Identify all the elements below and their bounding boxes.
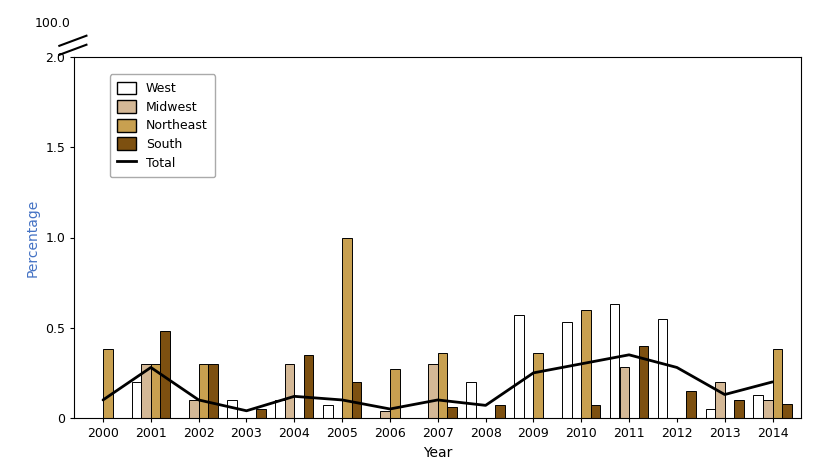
Text: 100.0: 100.0 (35, 17, 71, 30)
Bar (103, 350, 112, 418)
Bar (610, 304, 620, 418)
Bar (428, 364, 438, 418)
Bar (563, 323, 572, 418)
Bar (715, 382, 724, 418)
Bar (638, 346, 648, 418)
Bar (753, 395, 763, 418)
Bar (534, 353, 543, 418)
Bar (131, 382, 141, 418)
Bar (772, 350, 782, 418)
Bar (160, 332, 170, 418)
Bar (285, 364, 294, 418)
Bar (686, 391, 696, 418)
Bar (189, 400, 199, 418)
Bar (342, 238, 352, 418)
Bar (438, 353, 448, 418)
Bar (323, 405, 333, 418)
Bar (304, 355, 313, 418)
Bar (782, 404, 791, 418)
Bar (227, 400, 237, 418)
Bar (448, 407, 457, 418)
Bar (495, 405, 505, 418)
Bar (256, 409, 266, 418)
Y-axis label: Percentage: Percentage (26, 199, 40, 276)
Bar (390, 369, 400, 418)
X-axis label: Year: Year (423, 446, 453, 460)
Legend: West, Midwest, Northeast, South, Total: West, Midwest, Northeast, South, Total (110, 74, 215, 177)
Bar (381, 411, 390, 418)
Bar (763, 400, 772, 418)
Bar (705, 409, 715, 418)
Bar (582, 310, 591, 418)
Bar (620, 368, 629, 418)
Bar (141, 364, 151, 418)
Bar (275, 400, 285, 418)
Bar (208, 364, 218, 418)
Bar (467, 382, 476, 418)
Bar (591, 405, 601, 418)
Bar (352, 382, 361, 418)
Bar (657, 319, 667, 418)
Bar (199, 364, 208, 418)
Bar (151, 364, 160, 418)
Bar (515, 315, 524, 418)
Bar (734, 400, 744, 418)
